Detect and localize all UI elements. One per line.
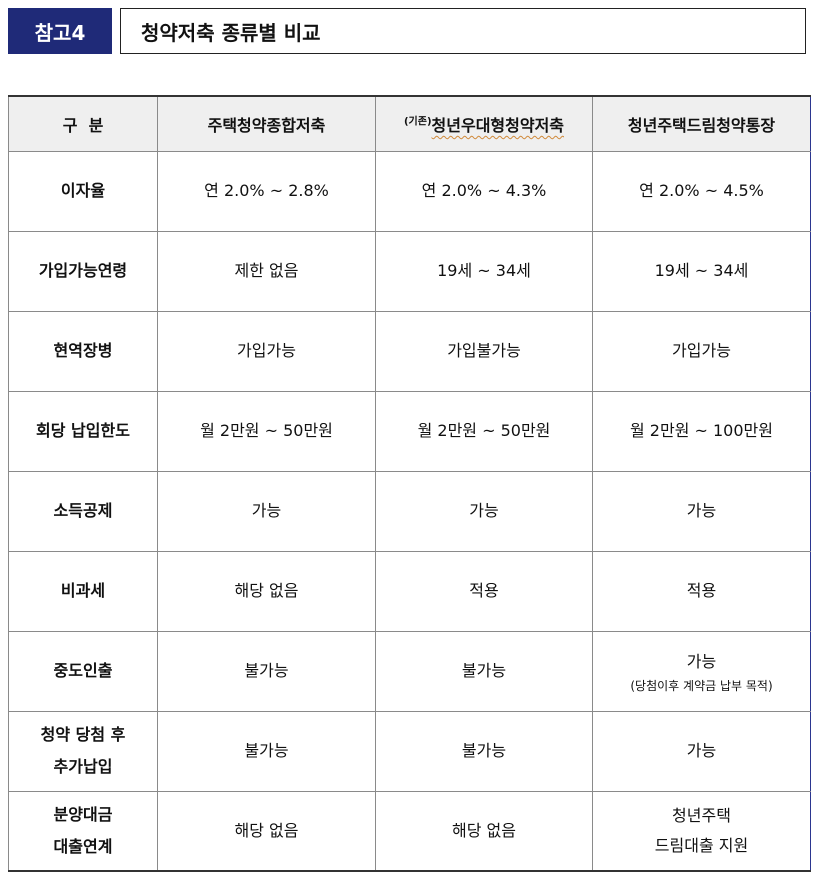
cell: 불가능 — [375, 710, 593, 792]
cell: 가입가능 — [592, 310, 811, 392]
cell-main: 가능 — [686, 652, 717, 671]
row-label-line2: 추가납입 — [53, 757, 113, 776]
table-row: 회당 납입한도 월 2만원 ~ 50만원 월 2만원 ~ 50만원 월 2만원 … — [8, 390, 811, 472]
page-title-box: 청약저축 종류별 비교 — [120, 8, 806, 54]
cell: 가능 — [592, 710, 811, 792]
cell: 가능 (당첨이후 계약금 납부 목적) — [592, 630, 811, 712]
cell: 적용 — [375, 550, 593, 632]
cell: 월 2만원 ~ 50만원 — [157, 390, 376, 472]
cell: 가입가능 — [157, 310, 376, 392]
row-label-line1: 청약 당첨 후 — [40, 725, 126, 744]
cell: 연 2.0% ~ 4.5% — [592, 150, 811, 232]
cell-line1: 청년주택 — [672, 805, 731, 825]
row-label: 가입가능연령 — [8, 230, 158, 312]
row-label: 비과세 — [8, 550, 158, 632]
header-col1: 주택청약종합저축 — [157, 95, 376, 152]
cell: 월 2만원 ~ 50만원 — [375, 390, 593, 472]
cell: 연 2.0% ~ 2.8% — [157, 150, 376, 232]
page-title: 청약저축 종류별 비교 — [141, 20, 321, 45]
table-row: 현역장병 가입가능 가입불가능 가입가능 — [8, 310, 811, 392]
row-label: 소득공제 — [8, 470, 158, 552]
cell: 가능 — [592, 470, 811, 552]
cell: 불가능 — [157, 630, 376, 712]
cell: 월 2만원 ~ 100만원 — [592, 390, 811, 472]
cell: 적용 — [592, 550, 811, 632]
cell: 19세 ~ 34세 — [592, 230, 811, 312]
row-label: 회당 납입한도 — [8, 390, 158, 472]
row-label: 현역장병 — [8, 310, 158, 392]
section-tag: 참고4 — [8, 8, 112, 54]
table-row: 비과세 해당 없음 적용 적용 — [8, 550, 811, 632]
table-row: 소득공제 가능 가능 가능 — [8, 470, 811, 552]
cell: 가입불가능 — [375, 310, 593, 392]
row-label-line2: 대출연계 — [53, 836, 113, 856]
cell: 청년주택 드림대출 지원 — [592, 790, 811, 872]
cell: 연 2.0% ~ 4.3% — [375, 150, 593, 232]
row-label: 이자율 — [8, 150, 158, 232]
cell-line2: 드림대출 지원 — [654, 835, 749, 855]
table-row: 이자율 연 2.0% ~ 2.8% 연 2.0% ~ 4.3% 연 2.0% ~… — [8, 150, 811, 232]
row-label: 분양대금 대출연계 — [8, 790, 158, 872]
table-header-row: 구 분 주택청약종합저축 (기존)청년우대형청약저축 청년주택드림청약통장 — [8, 95, 811, 152]
cell: 해당 없음 — [157, 550, 376, 632]
row-label: 청약 당첨 후 추가납입 — [8, 710, 158, 792]
header-col2-prefix: (기존) — [403, 116, 432, 128]
row-label: 중도인출 — [8, 630, 158, 712]
cell: 제한 없음 — [157, 230, 376, 312]
header-col2-label: 청년우대형청약저축 — [431, 115, 565, 135]
cell: 19세 ~ 34세 — [375, 230, 593, 312]
header-col3: 청년주택드림청약통장 — [592, 95, 811, 152]
header-category: 구 분 — [8, 95, 158, 152]
comparison-table: 구 분 주택청약종합저축 (기존)청년우대형청약저축 청년주택드림청약통장 이자… — [8, 95, 811, 872]
cell: 해당 없음 — [375, 790, 593, 872]
header: 참고4 청약저축 종류별 비교 — [8, 8, 806, 54]
table-row: 분양대금 대출연계 해당 없음 해당 없음 청년주택 드림대출 지원 — [8, 790, 811, 872]
cell: 불가능 — [157, 710, 376, 792]
cell: 불가능 — [375, 630, 593, 712]
cell: 해당 없음 — [157, 790, 376, 872]
row-label-line1: 분양대금 — [53, 804, 113, 824]
table-row: 가입가능연령 제한 없음 19세 ~ 34세 19세 ~ 34세 — [8, 230, 811, 312]
cell-note: (당첨이후 계약금 납부 목적) — [630, 679, 773, 693]
table-row: 청약 당첨 후 추가납입 불가능 불가능 가능 — [8, 710, 811, 792]
table-row: 중도인출 불가능 불가능 가능 (당첨이후 계약금 납부 목적) — [8, 630, 811, 712]
cell: 가능 — [157, 470, 376, 552]
header-col2: (기존)청년우대형청약저축 — [375, 95, 593, 152]
cell: 가능 — [375, 470, 593, 552]
